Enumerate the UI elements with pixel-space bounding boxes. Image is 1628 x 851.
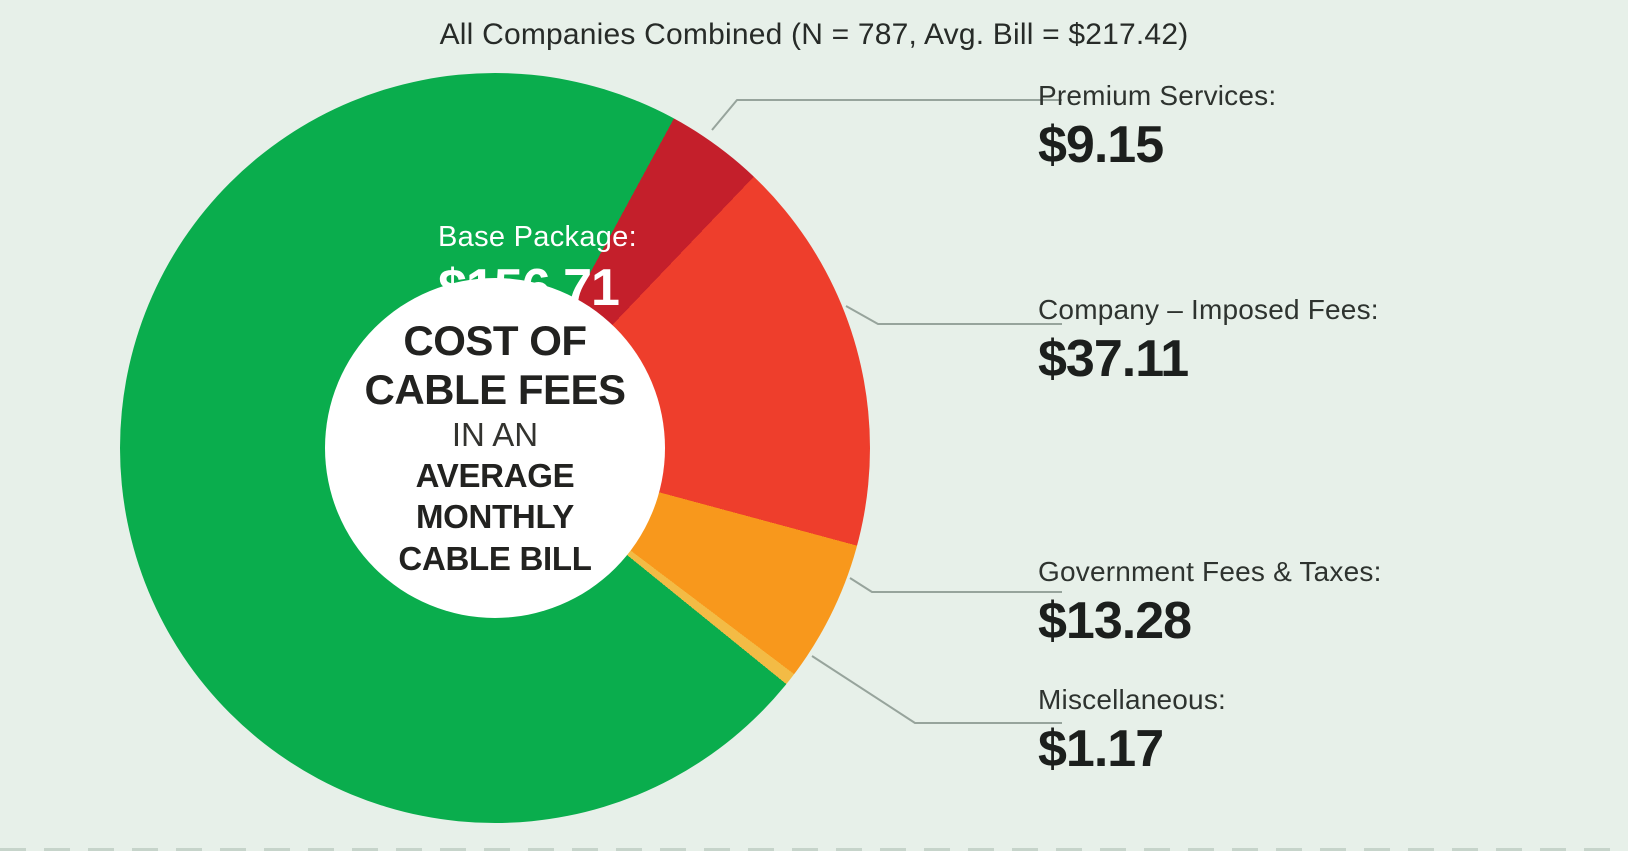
center-line-2: CABLE FEES xyxy=(364,365,626,413)
connector-miscellaneous xyxy=(811,655,1062,724)
premium-services-label: Premium Services: xyxy=(1038,80,1277,111)
center-line-6: CABLE BILL xyxy=(398,539,592,577)
miscellaneous-callout: Miscellaneous: $1.17 xyxy=(1038,684,1226,779)
chart-title: All Companies Combined (N = 787, Avg. Bi… xyxy=(439,18,1189,51)
premium-services-value: $9.15 xyxy=(1038,116,1164,174)
miscellaneous-label: Miscellaneous: xyxy=(1038,684,1226,715)
premium-services-callout: Premium Services: $9.15 xyxy=(1038,80,1276,175)
company-imposed-fees-value: $37.11 xyxy=(1038,330,1189,388)
bottom-divider xyxy=(0,848,1628,851)
center-line-3: IN AN xyxy=(451,415,539,453)
base-package-label: Base Package: xyxy=(438,221,637,253)
government-fees-callout: Government Fees & Taxes: $13.28 xyxy=(1038,556,1382,651)
government-fees-label: Government Fees & Taxes: xyxy=(1038,556,1382,587)
miscellaneous-value: $1.17 xyxy=(1038,720,1164,778)
donut-chart: Base Package: $156.71 COST OF CABLE FEES… xyxy=(120,73,870,823)
center-line-1: COST OF xyxy=(403,317,587,365)
connector-company-imposed-fees xyxy=(845,305,1062,325)
government-fees-value: $13.28 xyxy=(1038,592,1192,650)
connector-government-fees xyxy=(849,577,1062,593)
center-line-4: AVERAGE xyxy=(415,457,575,495)
donut-center-label: COST OF CABLE FEES IN AN AVERAGE MONTHLY… xyxy=(325,278,665,618)
company-imposed-fees-callout: Company – Imposed Fees: $37.11 xyxy=(1038,294,1379,389)
connector-premium-services xyxy=(711,99,1062,131)
center-line-5: MONTHLY xyxy=(415,498,575,536)
company-imposed-fees-label: Company – Imposed Fees: xyxy=(1038,294,1379,325)
